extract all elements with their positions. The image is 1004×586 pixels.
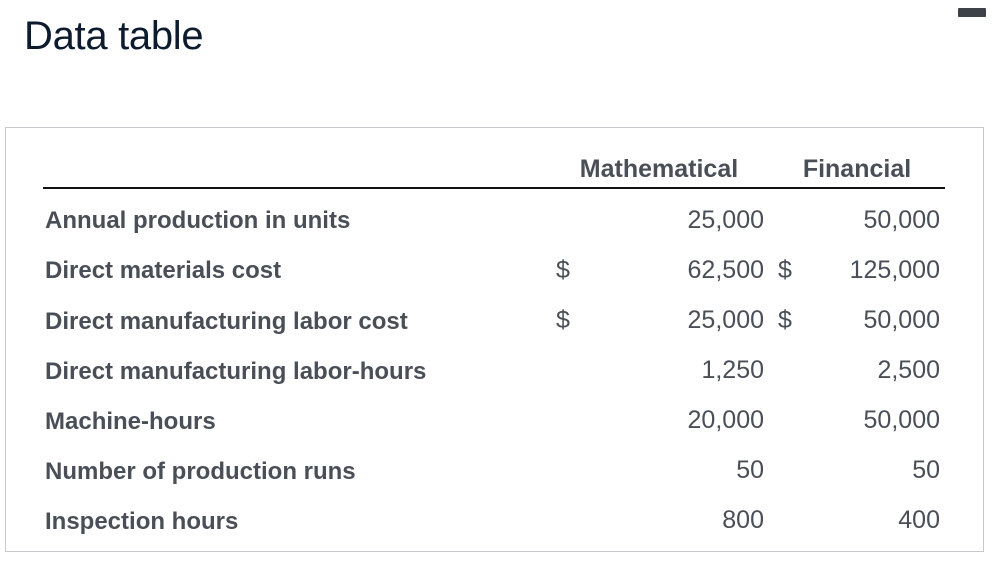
row-value-mathematical: 25,000 [687, 206, 764, 234]
row-value-mathematical: 50 [736, 456, 764, 484]
row-dollar-fin: $ [778, 256, 792, 284]
row-value-financial: 125,000 [849, 256, 940, 284]
row-dollar-fin: $ [778, 306, 792, 334]
row-label-direct-labor-cost: Direct manufacturing labor cost [45, 308, 408, 335]
row-dollar-math: $ [556, 306, 570, 334]
row-value-financial: 50,000 [863, 306, 940, 334]
row-value-financial: 400 [898, 506, 940, 534]
column-header-mathematical: Mathematical [579, 155, 739, 183]
row-label-inspection-hours: Inspection hours [45, 508, 239, 535]
header-rule [43, 187, 945, 189]
row-value-mathematical: 20,000 [687, 406, 764, 434]
row-label-production-runs: Number of production runs [45, 458, 356, 485]
row-label-direct-labor-hours: Direct manufacturing labor-hours [45, 358, 427, 385]
row-value-mathematical: 62,500 [687, 256, 764, 284]
row-value-financial: 50,000 [863, 406, 940, 434]
row-value-mathematical: 800 [722, 506, 764, 534]
row-value-financial: 50 [912, 456, 940, 484]
dialog-title: Data table [24, 14, 204, 58]
row-value-financial: 2,500 [877, 356, 940, 384]
row-value-mathematical: 25,000 [687, 306, 764, 334]
row-label-direct-materials: Direct materials cost [45, 257, 282, 284]
row-value-mathematical: 1,250 [701, 356, 764, 384]
row-value-financial: 50,000 [863, 206, 940, 234]
table-panel [5, 127, 984, 552]
row-label-annual-production: Annual production in units [45, 207, 351, 234]
row-label-machine-hours: Machine-hours [45, 408, 216, 435]
row-dollar-math: $ [556, 256, 570, 284]
column-header-financial: Financial [802, 155, 912, 183]
minimize-icon[interactable] [958, 8, 986, 17]
